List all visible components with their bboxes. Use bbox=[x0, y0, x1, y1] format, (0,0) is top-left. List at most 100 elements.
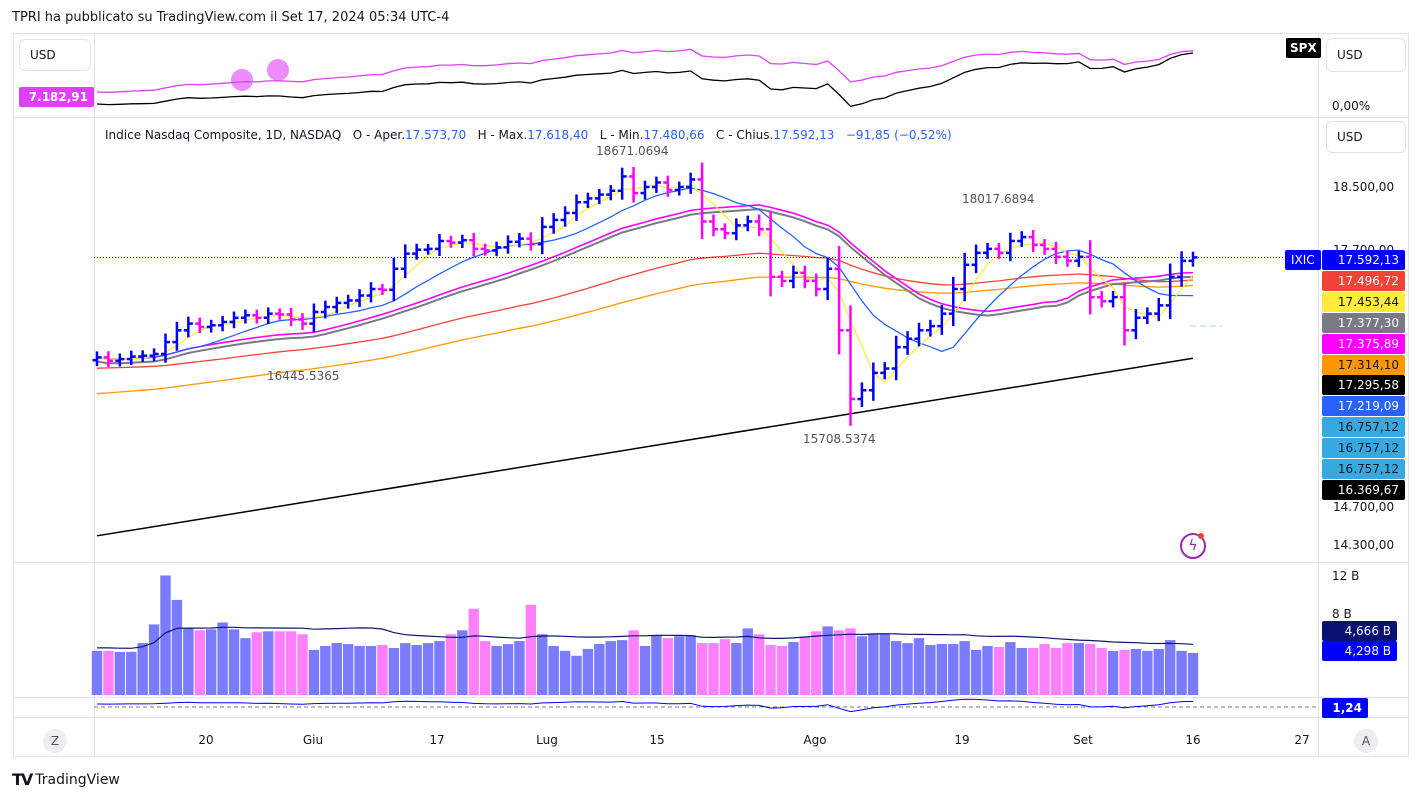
indicator-line bbox=[96, 698, 1194, 713]
marker-dot bbox=[267, 59, 289, 81]
notification-dot-icon bbox=[1198, 533, 1204, 539]
volume-bar bbox=[776, 646, 788, 695]
volume-bar bbox=[228, 629, 240, 695]
volume-bar bbox=[582, 648, 594, 695]
indicator-value-label: 1,24 bbox=[1322, 698, 1368, 718]
price-label: 16.757,12 bbox=[1322, 459, 1405, 479]
legend-low-label: L - Min. bbox=[599, 128, 644, 142]
volume-bar bbox=[285, 631, 297, 695]
compare-currency-left-button[interactable]: USD bbox=[19, 39, 91, 71]
time-label: 27 bbox=[1294, 733, 1310, 747]
volume-bar bbox=[594, 644, 605, 695]
zoom-reset-button[interactable]: Z bbox=[43, 729, 67, 753]
time-label: 19 bbox=[954, 733, 970, 747]
volume-bar bbox=[1187, 652, 1199, 695]
volume-bar bbox=[491, 646, 502, 695]
annotation-high: 18017.6894 bbox=[962, 192, 1035, 206]
volume-bar bbox=[993, 646, 1005, 695]
price-label: 17.295,58 bbox=[1322, 375, 1405, 396]
volume-bar bbox=[1096, 647, 1107, 695]
volume-bar bbox=[217, 622, 228, 695]
symbol-tag: IXIC bbox=[1285, 250, 1321, 270]
compare-percent-label: 0,00% bbox=[1332, 99, 1371, 113]
spx-compare-line bbox=[96, 52, 1194, 108]
legend-low: 17.480,66 bbox=[643, 128, 705, 142]
volume-bar bbox=[902, 643, 913, 695]
volume-bar bbox=[982, 646, 993, 695]
volume-bar bbox=[274, 631, 285, 695]
volume-bar bbox=[628, 630, 639, 695]
volume-bar bbox=[708, 643, 719, 695]
price-label: 17.453,44 bbox=[1322, 291, 1405, 312]
volume-bar bbox=[1073, 643, 1085, 695]
price-label: 16.757,12 bbox=[1322, 417, 1405, 438]
annotation-low: 16445.5365 bbox=[267, 369, 340, 383]
brand-name: TradingView bbox=[35, 771, 120, 788]
volume-bar bbox=[868, 634, 879, 695]
volume-bar bbox=[559, 650, 571, 695]
volume-bar bbox=[160, 575, 171, 695]
left-axis-divider bbox=[94, 33, 95, 757]
legend-close-label: C - Chius. bbox=[716, 128, 774, 142]
price-tick: 18.500,00 bbox=[1333, 180, 1395, 194]
volume-bar bbox=[548, 646, 559, 695]
price-label: 17.592,13 bbox=[1322, 250, 1405, 270]
volume-bar bbox=[719, 639, 731, 695]
volume-bar bbox=[845, 628, 856, 695]
volume-bar bbox=[731, 643, 742, 695]
volume-bar bbox=[936, 644, 948, 695]
volume-bar bbox=[400, 643, 411, 695]
volume-label: 4,298 B bbox=[1322, 641, 1397, 661]
volume-bar bbox=[320, 646, 331, 695]
volume-bar bbox=[422, 643, 434, 695]
publish-header: TPRI ha pubblicato su TradingView.com il… bbox=[12, 10, 450, 25]
volume-bar bbox=[1027, 647, 1039, 695]
volume-ma-line bbox=[97, 626, 1194, 649]
volume-bar bbox=[765, 645, 776, 695]
legend-change: −91,85 (−0,52%) bbox=[845, 128, 952, 142]
volume-bar bbox=[1005, 642, 1016, 695]
time-label: Giu bbox=[302, 733, 324, 747]
volume-bar bbox=[171, 599, 183, 695]
volume-bar bbox=[525, 604, 537, 695]
volume-bar bbox=[1153, 648, 1164, 695]
volume-bar bbox=[651, 635, 662, 695]
volume-bar bbox=[1039, 644, 1050, 695]
volume-bar bbox=[571, 655, 582, 695]
compare-currency-right-button[interactable]: USD bbox=[1326, 38, 1406, 72]
volume-bar bbox=[1016, 647, 1027, 695]
ma200-line bbox=[96, 357, 1194, 537]
volume-bar bbox=[616, 640, 628, 695]
price-label: 17.314,10 bbox=[1322, 354, 1405, 375]
legend-title[interactable]: Indice Nasdaq Composite, 1D, NASDAQ bbox=[105, 128, 342, 142]
price-currency-button[interactable]: USD bbox=[1326, 121, 1406, 153]
auto-scale-button[interactable]: A bbox=[1354, 729, 1378, 753]
volume-bar bbox=[1119, 649, 1130, 695]
volume-bar bbox=[753, 634, 765, 695]
volume-bar bbox=[502, 644, 514, 695]
volume-bar bbox=[240, 638, 251, 695]
volume-bar bbox=[948, 644, 959, 695]
lightning-icon[interactable]: ϟ bbox=[1180, 533, 1206, 559]
volume-bar bbox=[925, 645, 936, 695]
legend-high: 17.618,40 bbox=[527, 128, 589, 142]
tradingview-logo[interactable]: TV TradingView bbox=[12, 770, 120, 789]
volume-bar bbox=[263, 631, 274, 695]
pane-divider bbox=[13, 697, 1409, 698]
volume-tick: 8 B bbox=[1332, 607, 1352, 621]
volume-bar bbox=[479, 641, 491, 695]
time-label: 20 bbox=[198, 733, 214, 747]
volume-bar bbox=[879, 633, 890, 695]
volume-bar bbox=[434, 641, 445, 695]
sma-yellow-line bbox=[96, 184, 1194, 384]
price-label: 17.377,30 bbox=[1322, 312, 1405, 333]
price-label: 16.369,67 bbox=[1322, 479, 1405, 500]
volume-bar bbox=[251, 632, 263, 695]
time-label: Lug bbox=[536, 733, 558, 747]
sma-magenta-line bbox=[96, 204, 1194, 360]
marker-dot bbox=[231, 69, 253, 91]
volume-tick: 12 B bbox=[1332, 569, 1360, 583]
price-label: 17.496,72 bbox=[1322, 270, 1405, 291]
volume-bar bbox=[674, 636, 685, 695]
